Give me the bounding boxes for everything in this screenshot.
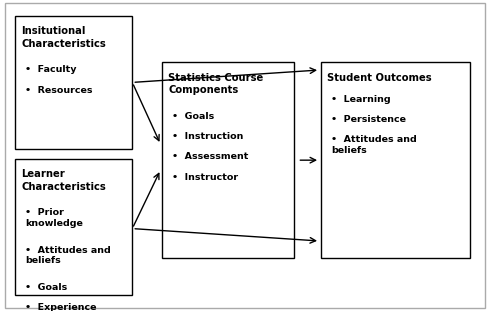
FancyBboxPatch shape <box>5 3 485 308</box>
Text: •  Persistence: • Persistence <box>331 115 406 124</box>
FancyBboxPatch shape <box>162 62 294 258</box>
Text: •  Prior
knowledge: • Prior knowledge <box>25 208 83 228</box>
Text: •  Experience: • Experience <box>25 303 97 311</box>
Text: •  Instruction: • Instruction <box>172 132 244 141</box>
Text: Learner
Characteristics: Learner Characteristics <box>21 169 106 192</box>
Text: Statistics Course
Components: Statistics Course Components <box>168 73 263 95</box>
FancyBboxPatch shape <box>15 16 132 149</box>
Text: •  Attitudes and
beliefs: • Attitudes and beliefs <box>331 135 417 155</box>
FancyBboxPatch shape <box>15 159 132 295</box>
Text: Insitutional
Characteristics: Insitutional Characteristics <box>21 26 106 49</box>
Text: •  Resources: • Resources <box>25 86 93 95</box>
Text: •  Goals: • Goals <box>25 283 67 292</box>
Text: •  Assessment: • Assessment <box>172 152 248 161</box>
Text: •  Goals: • Goals <box>172 112 214 121</box>
Text: Student Outcomes: Student Outcomes <box>327 73 432 83</box>
Text: •  Attitudes and
beliefs: • Attitudes and beliefs <box>25 246 111 265</box>
FancyBboxPatch shape <box>321 62 470 258</box>
Text: •  Learning: • Learning <box>331 95 391 104</box>
Text: •  Instructor: • Instructor <box>172 173 238 182</box>
Text: •  Faculty: • Faculty <box>25 65 76 74</box>
